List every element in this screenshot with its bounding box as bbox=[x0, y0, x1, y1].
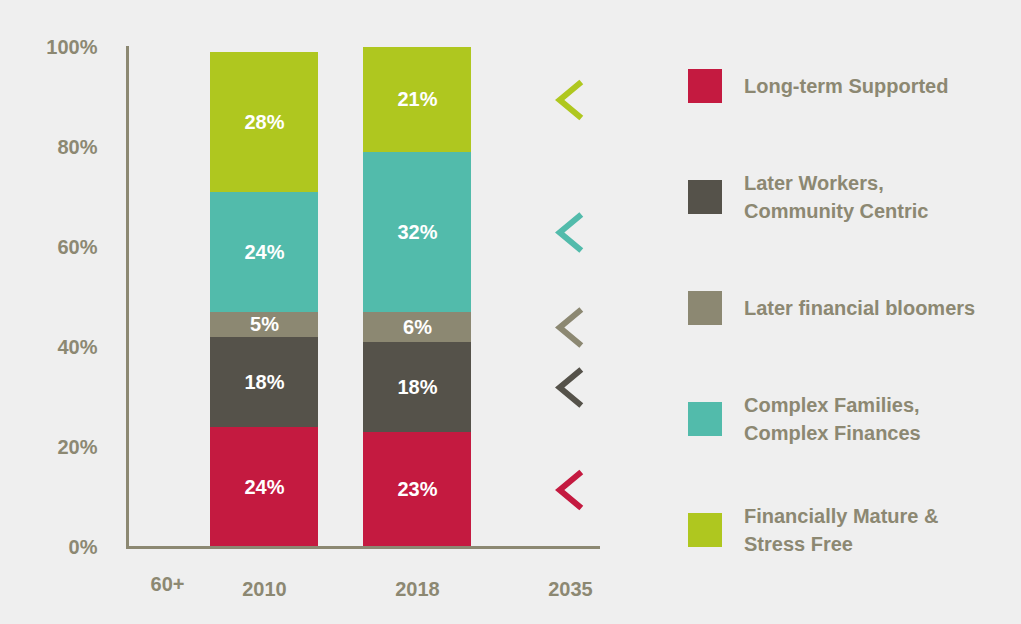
svg-text:18%: 18% bbox=[244, 371, 284, 393]
html-text:Financially Mature & Stress Fr: Financially Mature & Stress Free bbox=[744, 504, 939, 555]
svg-text:21%: 21% bbox=[397, 88, 437, 110]
svg-text:24%: 24% bbox=[244, 241, 284, 263]
svg-text:2018: 2018 bbox=[395, 578, 440, 600]
svg-text:80%: 80% bbox=[57, 136, 97, 158]
svg-text:40%: 40% bbox=[57, 336, 97, 358]
svg-text:60%: 60% bbox=[57, 236, 97, 258]
svg-text:28%: 28% bbox=[244, 111, 284, 133]
svg-text:18%: 18% bbox=[397, 376, 437, 398]
svg-text:24%: 24% bbox=[244, 476, 284, 498]
svg-text:20%: 20% bbox=[57, 436, 97, 458]
html-text:Long-term Supported: Long-term Supported bbox=[744, 74, 949, 97]
svg-text:0%: 0% bbox=[69, 536, 98, 558]
svg-text:2035: 2035 bbox=[548, 578, 593, 600]
svg-text:2010: 2010 bbox=[242, 578, 287, 600]
svg-text:5%: 5% bbox=[250, 313, 279, 335]
html-text:Later financial bloomers: Later financial bloomers bbox=[744, 296, 976, 319]
svg-text:60+: 60+ bbox=[151, 573, 185, 595]
svg-text:6%: 6% bbox=[403, 316, 432, 338]
svg-text:32%: 32% bbox=[397, 221, 437, 243]
html-text:Later Workers, Community Centr: Later Workers, Community Centric bbox=[744, 171, 929, 222]
svg-text:23%: 23% bbox=[397, 478, 437, 500]
svg-text:100%: 100% bbox=[46, 36, 97, 58]
html-text:Complex Families, Complex Fina: Complex Families, Complex Finances bbox=[744, 393, 921, 444]
